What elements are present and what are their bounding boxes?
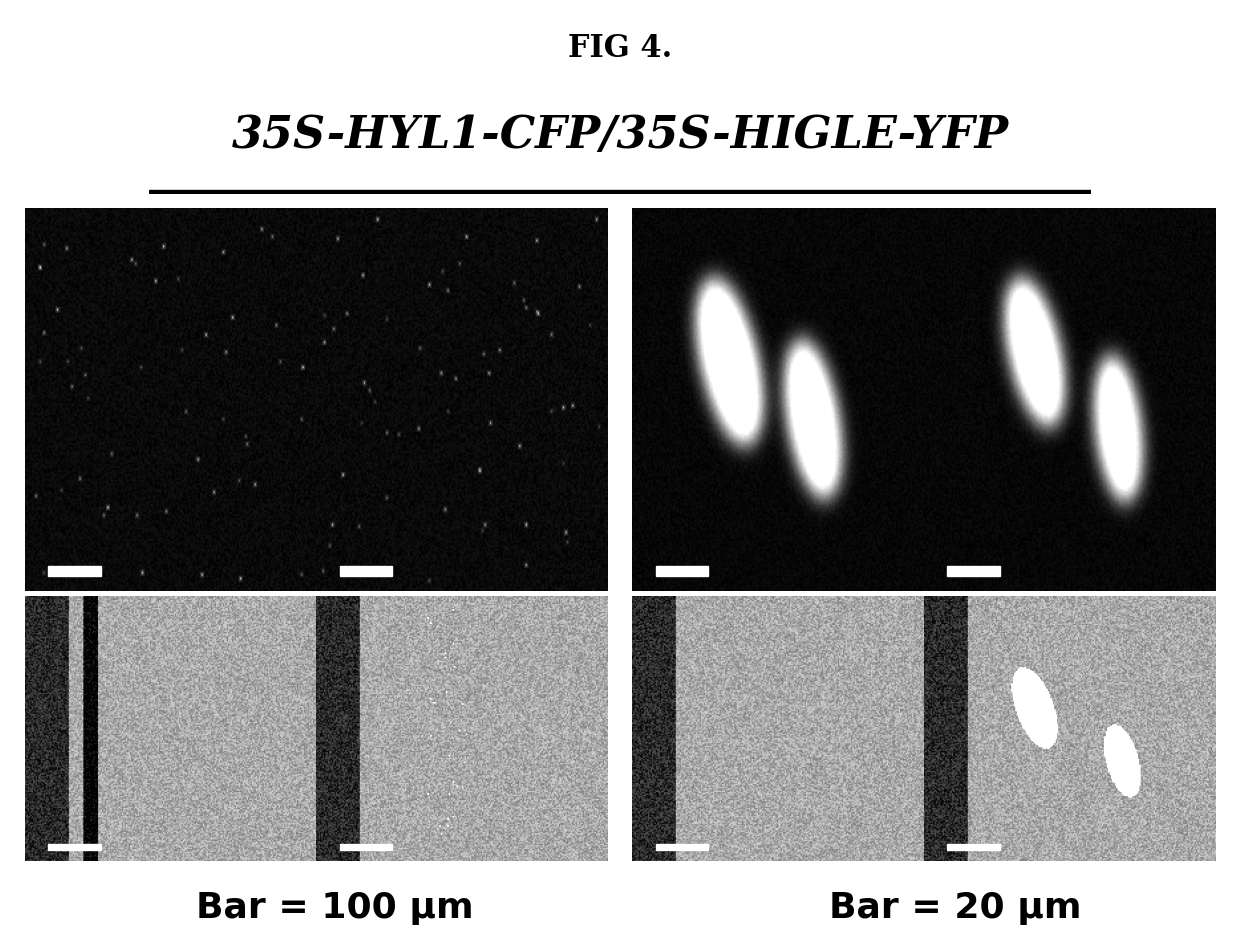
Text: 35S-HYL1-CFP/35S-HIGLE-YFP: 35S-HYL1-CFP/35S-HIGLE-YFP xyxy=(232,114,1008,156)
Bar xyxy=(340,844,392,850)
Bar xyxy=(340,567,392,576)
Bar xyxy=(947,844,999,850)
Bar xyxy=(149,190,1091,193)
Bar xyxy=(48,844,100,850)
Text: Bar = 100 μm: Bar = 100 μm xyxy=(196,891,474,925)
Text: Bar = 20 μm: Bar = 20 μm xyxy=(828,891,1081,925)
Bar xyxy=(48,567,100,576)
Bar xyxy=(656,567,708,576)
Text: FIG 4.: FIG 4. xyxy=(568,33,672,64)
Bar xyxy=(947,567,999,576)
Bar xyxy=(656,844,708,850)
